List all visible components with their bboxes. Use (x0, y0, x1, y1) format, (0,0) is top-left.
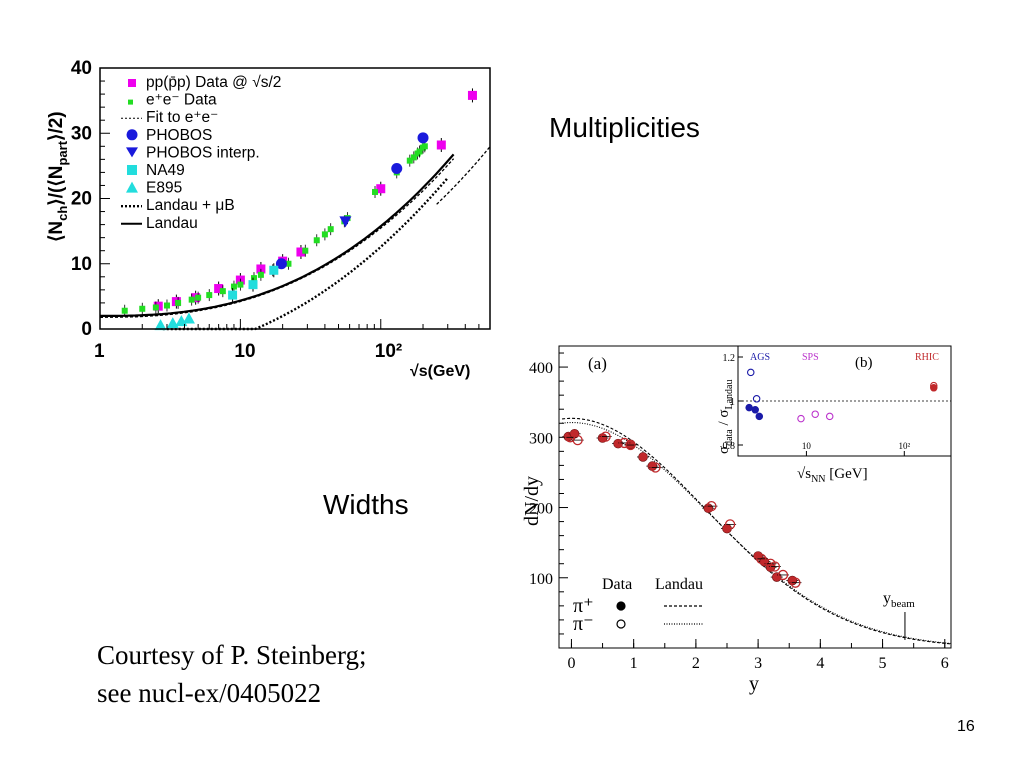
y-tick-label: 0 (81, 319, 92, 340)
data-point (410, 154, 417, 161)
page-number: 16 (957, 718, 975, 735)
legend-swatch (127, 165, 137, 175)
multiplicity-points (121, 88, 477, 331)
y-tick-label: 30 (71, 123, 92, 144)
data-point (302, 247, 309, 254)
legend-swatch (128, 79, 136, 87)
data-point (188, 296, 195, 303)
data-point (250, 275, 257, 282)
data-point (237, 281, 244, 288)
legend-entry: Fit to e⁺e⁻ (146, 109, 218, 126)
data-point (214, 284, 224, 294)
landau-curve (100, 153, 455, 317)
y-tick-label: 40 (71, 58, 92, 79)
legend-swatch (126, 129, 138, 141)
data-point (182, 312, 195, 324)
data-point (406, 157, 413, 164)
fit-ee-curve (100, 158, 455, 318)
data-point (275, 258, 287, 270)
legend-swatch (126, 181, 138, 193)
data-point (175, 299, 182, 306)
data-point (327, 226, 334, 233)
data-point (195, 294, 202, 301)
legend-swatch (126, 147, 138, 158)
legend-entry: e⁺e⁻ Data (146, 92, 217, 109)
legend-swatch (128, 99, 133, 105)
x-tick-label: 1 (94, 341, 105, 362)
data-point (257, 271, 264, 278)
x-tick-label: 10 (234, 341, 255, 362)
data-point (339, 216, 352, 228)
courtesy-line-2: see nucl-ex/0405022 (97, 678, 322, 708)
data-point (467, 90, 477, 100)
y-tick-label: 10 (71, 254, 92, 275)
data-point (219, 288, 226, 295)
multiplicities-label: Multiplicities (549, 112, 700, 143)
data-point (121, 307, 128, 314)
data-point (417, 132, 429, 144)
fit-ee-curve-high (436, 146, 491, 205)
multiplicity-y-axis-label: ⟨Nch⟩/(⟨Npart⟩/2) (46, 111, 70, 242)
x-tick-label: 10² (375, 341, 402, 362)
data-point (152, 304, 159, 311)
widths-label: Widths (323, 489, 409, 520)
legend-entry: Landau + μB (146, 197, 235, 214)
data-point (376, 184, 386, 194)
courtesy-line-1: Courtesy of P. Steinberg; (97, 640, 367, 670)
data-point (296, 247, 306, 257)
data-point (228, 290, 238, 300)
legend-entry: NA49 (146, 162, 185, 179)
data-point (230, 283, 237, 290)
data-point (285, 260, 292, 267)
data-point (421, 143, 428, 150)
courtesy-note: Courtesy of P. Steinberg; see nucl-ex/04… (97, 636, 457, 712)
landau-mub-curve (162, 177, 449, 331)
multiplicity-curves (100, 146, 491, 331)
data-point (248, 280, 258, 290)
data-point (372, 188, 379, 195)
data-point (436, 140, 446, 150)
data-point (166, 317, 179, 329)
data-point (154, 319, 167, 331)
legend-entry: Landau (146, 215, 198, 232)
data-point (163, 302, 170, 309)
data-point (416, 148, 423, 155)
data-point (321, 231, 328, 238)
legend-entry: PHOBOS (146, 127, 212, 144)
y-tick-label: 20 (71, 189, 92, 210)
data-point (269, 265, 279, 275)
multiplicity-ticks: 1 10 10² 0 10 20 30 40 (71, 58, 480, 362)
data-point (206, 292, 213, 299)
multiplicity-x-axis-label: √s(GeV) (410, 363, 470, 380)
data-point (313, 237, 320, 244)
legend-entry: E895 (146, 180, 182, 197)
data-point (139, 305, 146, 312)
legend-entry: pp(p̄p) Data @ √s/2 (146, 74, 281, 91)
data-point (391, 162, 403, 174)
legend-entry: PHOBOS interp. (146, 144, 260, 161)
